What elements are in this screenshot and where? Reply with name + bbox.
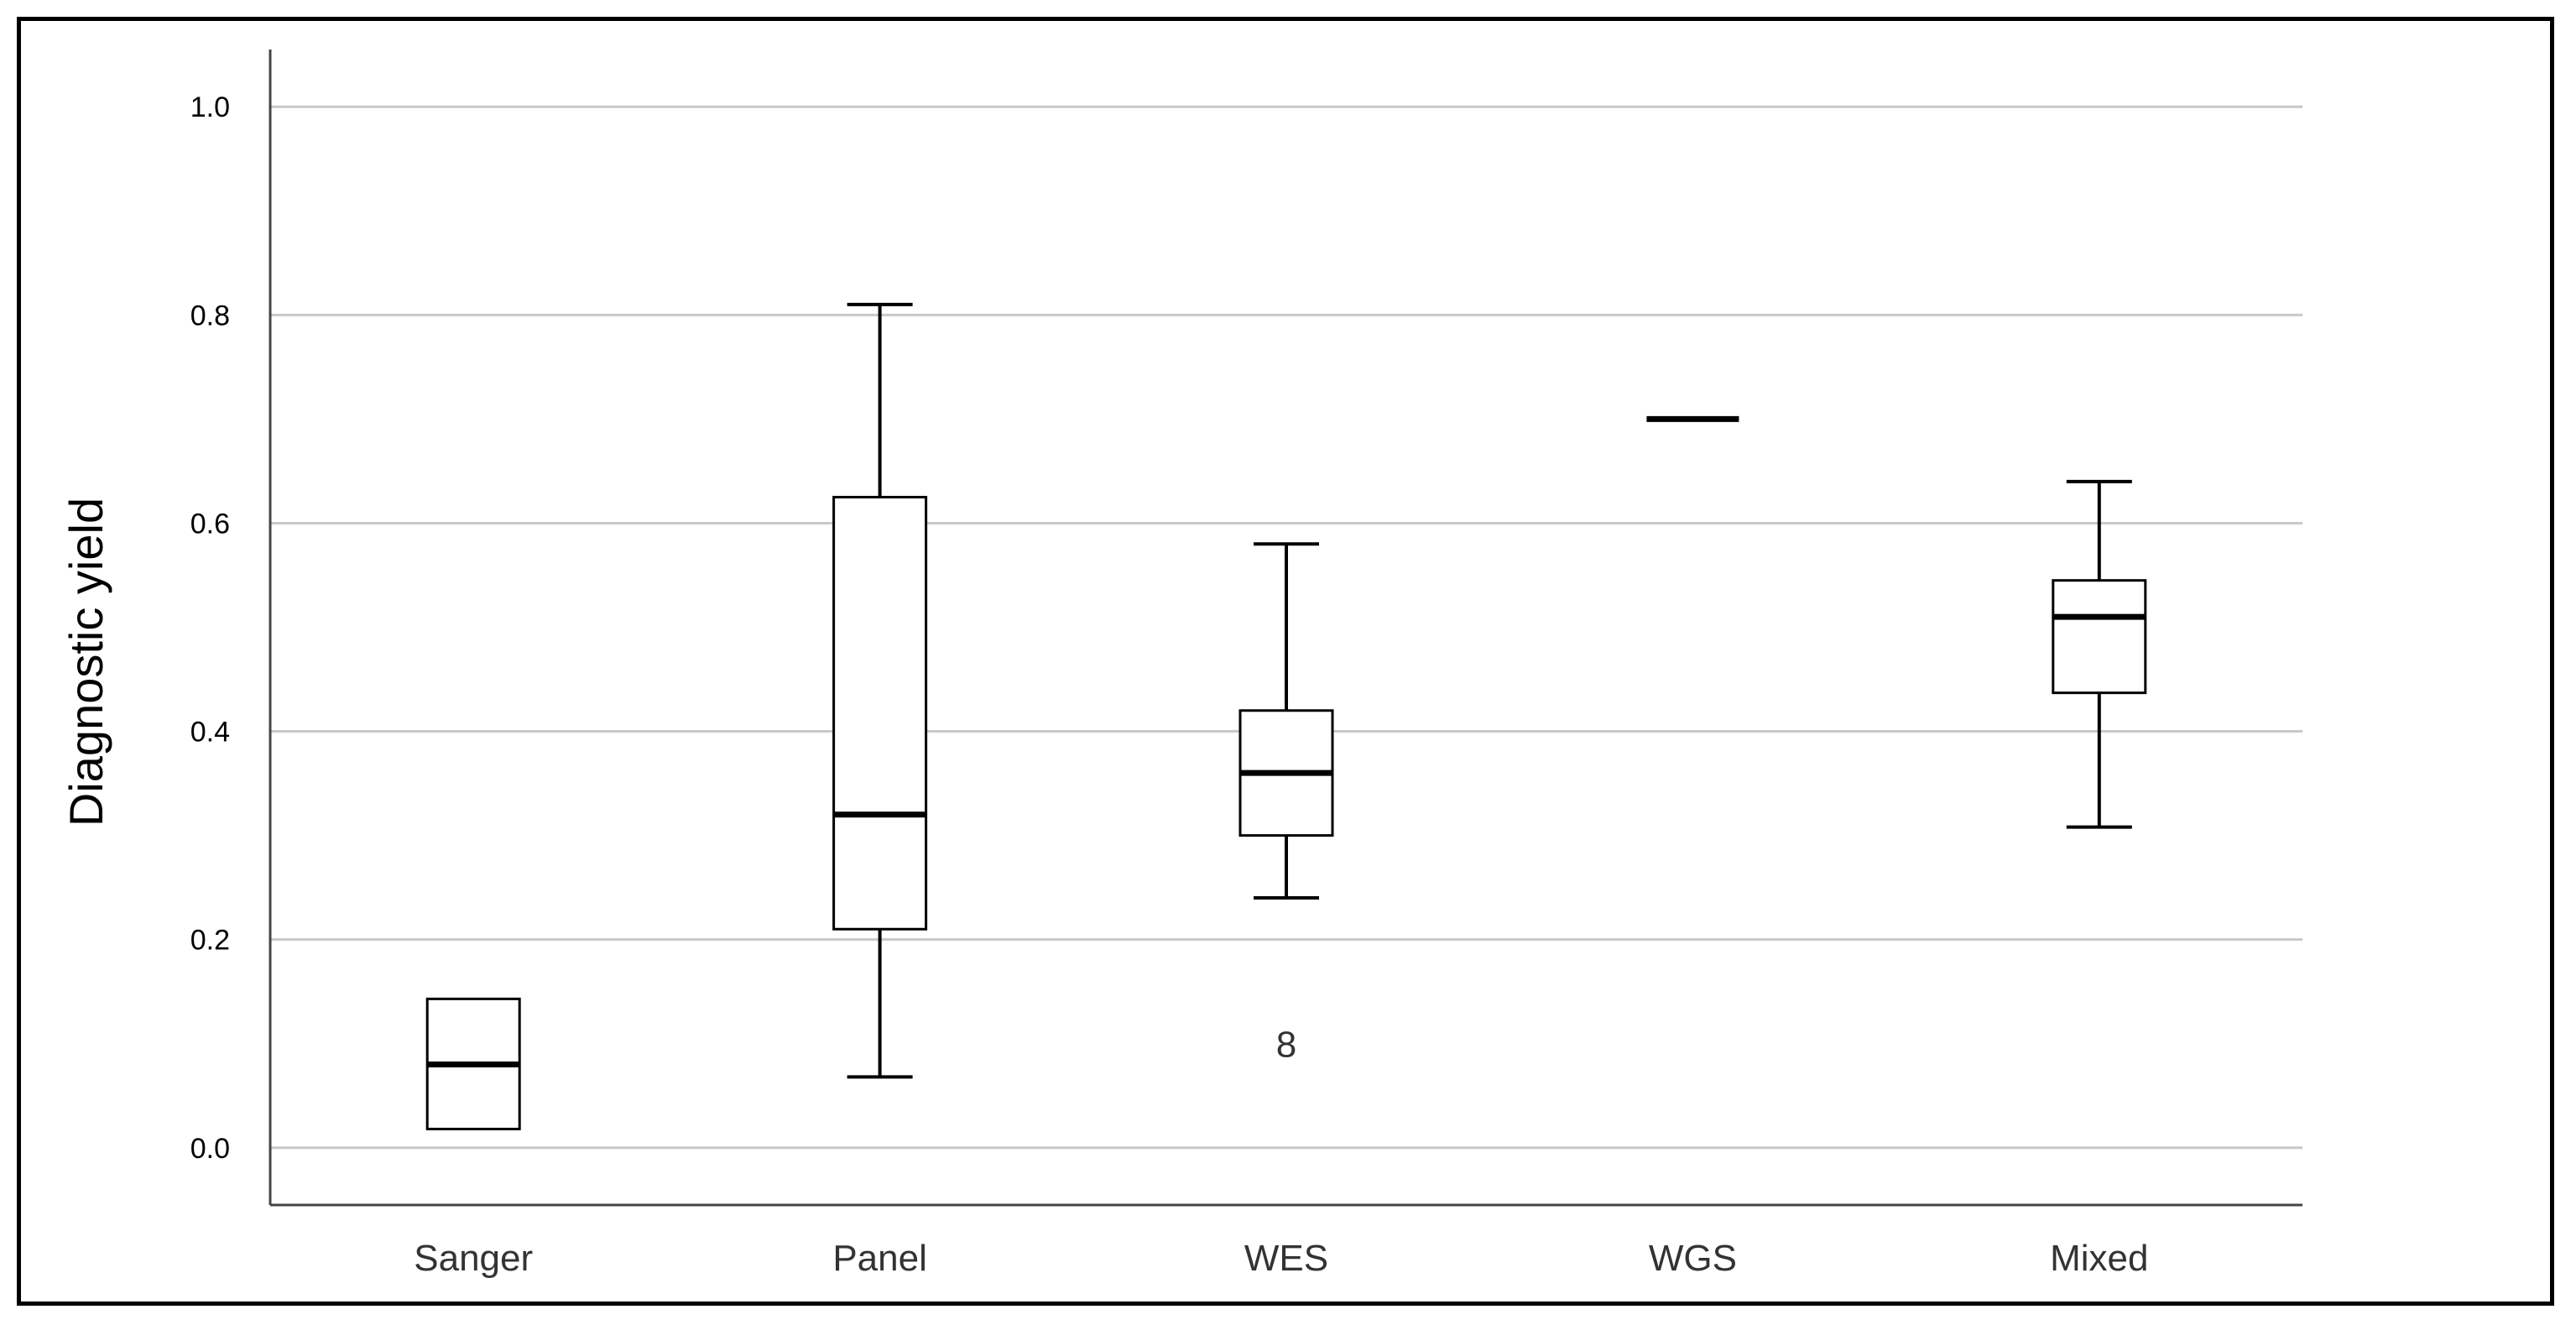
y-tick-label: 0.6 <box>190 508 230 540</box>
box-mixed <box>2052 479 2147 829</box>
x-category-label: Panel <box>832 1238 927 1279</box>
y-tick-label: 0.0 <box>190 1133 230 1165</box>
box-sanger <box>425 997 521 1130</box>
y-tick-label: 0.2 <box>190 925 230 957</box>
boxes: 8 <box>425 302 2147 1130</box>
y-tick-label: 0.8 <box>190 300 230 331</box>
y-tick-labels: 0.0 0.2 0.4 0.6 0.8 1.0 <box>190 91 230 1165</box>
gridlines <box>270 105 2302 1150</box>
y-tick-label: 0.4 <box>190 717 230 749</box>
iqr-box <box>832 495 928 931</box>
x-category-label: Mixed <box>2050 1238 2148 1279</box>
x-category-label: WES <box>1244 1238 1328 1279</box>
outlier-point: 8 <box>1276 1025 1296 1066</box>
x-category-labels: Sanger Panel WES WGS Mixed <box>414 1238 2148 1279</box>
iqr-box <box>2052 579 2147 695</box>
axes <box>269 50 2302 1207</box>
y-tick-label: 1.0 <box>190 91 230 123</box>
box-wes <box>1238 542 1334 900</box>
x-category-label: WGS <box>1649 1238 1737 1279</box>
y-axis-title: Diagnostic yield <box>60 498 112 827</box>
box-panel <box>832 302 928 1079</box>
x-category-label: Sanger <box>414 1238 533 1279</box>
